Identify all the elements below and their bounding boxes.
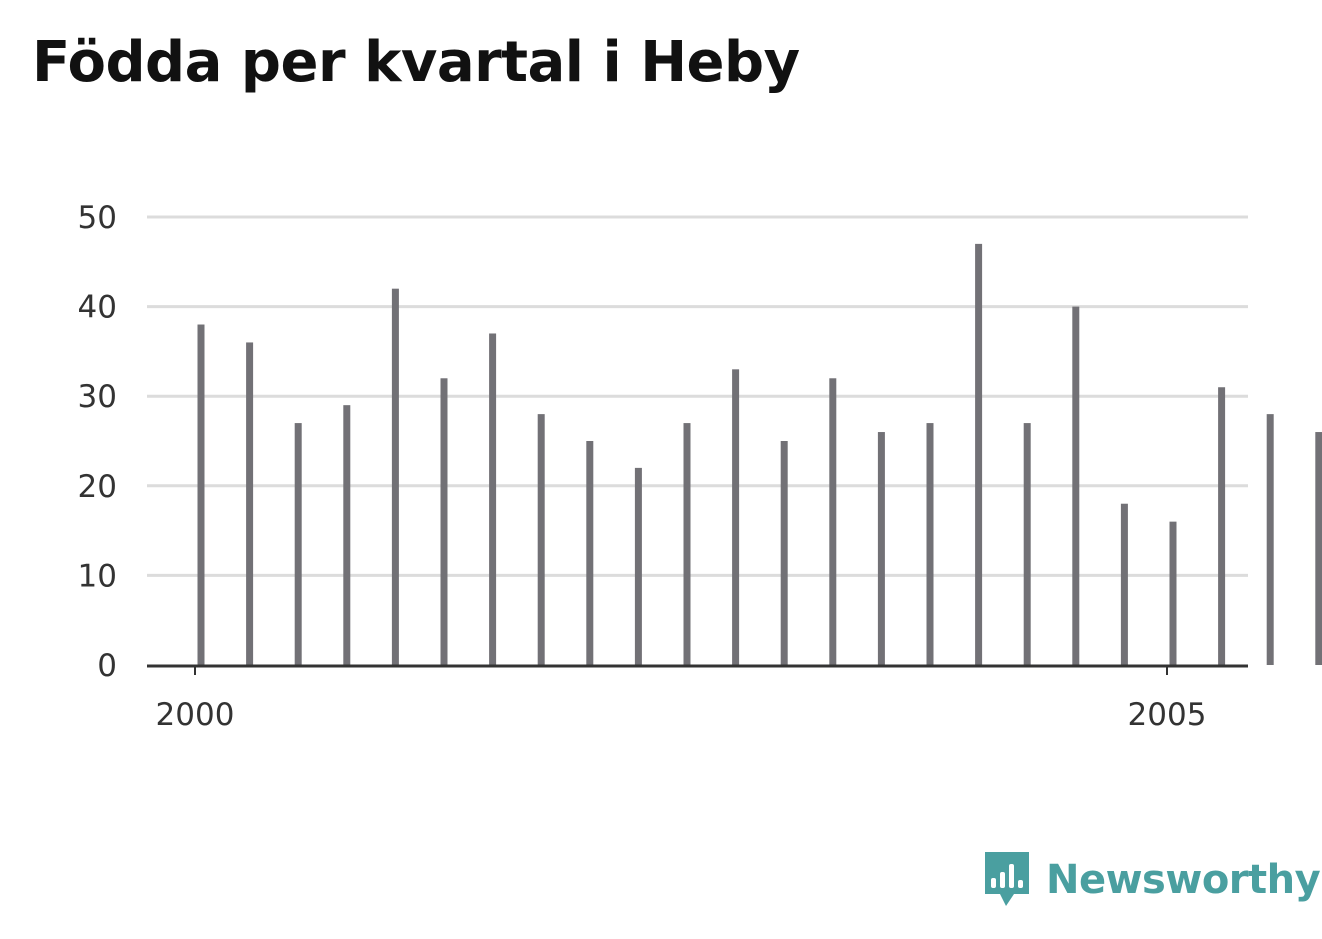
bar (780, 441, 788, 665)
bar (440, 378, 448, 665)
x-tick-label: 2000 (156, 697, 235, 733)
brand-name: Newsworthy (1046, 857, 1321, 903)
bar (877, 432, 885, 665)
bars (197, 243, 1322, 665)
bar (1120, 503, 1128, 665)
bar (732, 369, 740, 665)
bar (489, 333, 497, 665)
y-tick-label: 50 (78, 200, 117, 236)
bar (634, 467, 642, 665)
axes: 01020304050200020052010201520202025 (78, 200, 1248, 733)
bar (294, 423, 302, 665)
bar (586, 441, 594, 665)
bar (829, 378, 837, 665)
bar (391, 288, 399, 665)
bar (1315, 432, 1322, 665)
bar (343, 405, 351, 665)
y-tick-label: 0 (97, 648, 117, 684)
bar (1023, 423, 1031, 665)
gridlines (147, 215, 1248, 577)
bar (1266, 414, 1274, 665)
y-tick-label: 40 (78, 290, 117, 326)
bar (246, 342, 254, 665)
bar (1218, 387, 1226, 665)
bar (975, 243, 983, 665)
bar (926, 423, 934, 665)
newsworthy-logo-icon (985, 852, 1029, 906)
y-tick-label: 30 (78, 379, 117, 415)
y-tick-label: 10 (78, 558, 117, 594)
bar (683, 423, 691, 665)
bar (1072, 306, 1080, 665)
y-tick-label: 20 (78, 469, 117, 505)
bar (537, 414, 545, 665)
bar (1169, 521, 1177, 665)
brand-logo: Newsworthy (982, 850, 1321, 910)
x-tick-label: 2005 (1128, 697, 1207, 733)
bar (197, 324, 205, 665)
chart-title: Födda per kvartal i Heby (32, 30, 800, 95)
